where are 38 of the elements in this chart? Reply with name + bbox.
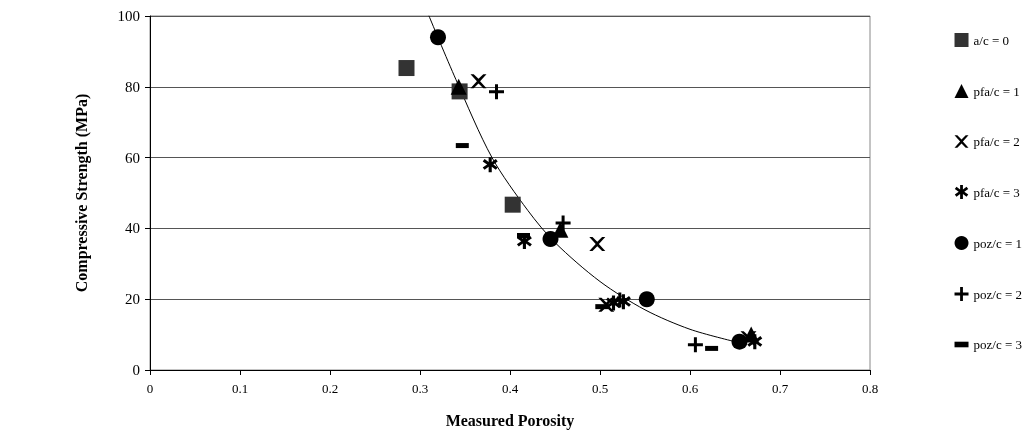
point [504, 196, 521, 213]
legend-label: poz/c = 2 [973, 286, 1022, 302]
point [482, 157, 498, 173]
y-axis-title: Compressive Strength (MPa) [72, 93, 91, 293]
legend-label: a/c = 0 [973, 32, 1009, 48]
point [450, 78, 467, 95]
legend-label: poz/c = 1 [973, 235, 1022, 251]
x-tick-label: 0.8 [861, 381, 879, 396]
legend-label: pfa/c = 3 [973, 184, 1020, 200]
x-tick-label: 0.2 [321, 381, 339, 396]
x-tick-label: 0.1 [231, 381, 249, 396]
y-tick-label: 60 [125, 149, 140, 166]
point [555, 215, 571, 231]
x-tick-label: 0.6 [681, 381, 699, 396]
point [638, 291, 655, 308]
point [747, 334, 763, 350]
point [687, 337, 703, 353]
point [542, 231, 559, 248]
point [470, 74, 487, 89]
point [731, 333, 748, 350]
x-tick-label: 0.4 [501, 381, 519, 396]
x-tick-label: 0.3 [411, 381, 429, 396]
y-tick-label: 0 [132, 362, 140, 378]
x-tick-label: 0 [146, 381, 154, 396]
point [589, 236, 606, 251]
x-axis-title: Measured Porosity [445, 411, 575, 430]
y-tick-label: 20 [125, 291, 140, 308]
y-tick-label: 100 [117, 8, 140, 24]
x-tick-label: 0.7 [771, 381, 789, 396]
y-tick-label: 80 [125, 78, 140, 95]
legend-label: poz/c = 3 [973, 337, 1022, 352]
x-tick-label: 0.5 [591, 381, 609, 396]
point [430, 29, 446, 46]
point [489, 84, 504, 100]
legend-label: pfa/c = 2 [973, 134, 1020, 149]
point [398, 60, 415, 77]
y-tick-label: 40 [125, 220, 140, 237]
legend-label: pfa/c = 1 [973, 83, 1020, 99]
